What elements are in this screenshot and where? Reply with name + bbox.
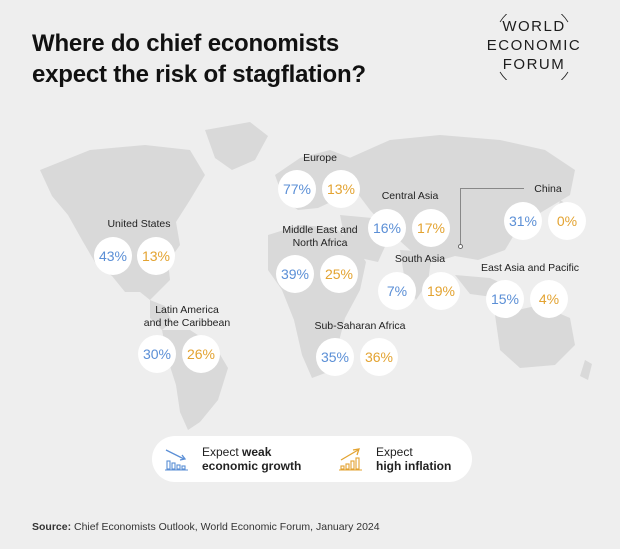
- central-asia-inflation-value: 17%: [412, 209, 450, 247]
- latam-inflation-value: 26%: [182, 335, 220, 373]
- region-label-united-states: United States: [107, 218, 171, 230]
- logo-line-3: FORUM: [502, 56, 566, 73]
- source-label: Source:: [32, 521, 72, 533]
- us-inflation-value: 13%: [137, 237, 175, 275]
- latam-label-line-1: Latin America: [155, 304, 219, 316]
- us-growth-value: 43%: [94, 237, 132, 275]
- europe-inflation-value: 13%: [322, 170, 360, 208]
- region-label-europe: Europe: [303, 152, 337, 164]
- declining-bar-chart-icon: [165, 449, 188, 471]
- logo-line-1: WORLD: [502, 18, 566, 35]
- south-asia-inflation-value: 19%: [422, 272, 460, 310]
- title-line-1: Where do chief economists: [32, 30, 340, 57]
- mena-label-line-1: Middle East and: [282, 224, 358, 236]
- east-asia-inflation-value: 4%: [530, 280, 568, 318]
- ssa-inflation-value: 36%: [360, 338, 398, 376]
- region-label-china: China: [534, 183, 562, 195]
- legend-inflation-text: Expect high inflation: [376, 445, 451, 473]
- region-label-middle-east: Middle East and North Africa: [270, 224, 370, 250]
- europe-growth-value: 77%: [278, 170, 316, 208]
- legend-growth-bold: weak: [242, 445, 272, 459]
- legend-growth-text: Expect weak economic growth: [202, 445, 301, 473]
- ssa-growth-value: 35%: [316, 338, 354, 376]
- mena-inflation-value: 25%: [320, 255, 358, 293]
- rising-bar-chart-icon: [339, 448, 362, 471]
- china-leader-line-horizontal: [460, 188, 524, 189]
- mena-growth-value: 39%: [276, 255, 314, 293]
- title-line-2: expect the risk of stagflation?: [32, 61, 366, 88]
- legend-inflation-line-1: Expect: [376, 445, 413, 459]
- source-text: Chief Economists Outlook, World Economic…: [71, 521, 380, 533]
- china-leader-line: [460, 188, 461, 246]
- wef-logo: WORLD ECONOMIC FORUM: [468, 14, 600, 88]
- legend-growth-line-2: economic growth: [202, 459, 302, 473]
- central-asia-growth-value: 16%: [368, 209, 406, 247]
- latam-label-line-2: and the Caribbean: [143, 317, 231, 329]
- china-inflation-value: 0%: [548, 202, 586, 240]
- region-label-east-asia-pacific: East Asia and Pacific: [480, 262, 580, 274]
- region-label-central-asia: Central Asia: [381, 190, 439, 202]
- source-note: Source: Chief Economists Outlook, World …: [32, 521, 380, 533]
- latam-growth-value: 30%: [138, 335, 176, 373]
- page-title: Where do chief economists expect the ris…: [32, 28, 432, 90]
- logo-arc-icon: [499, 14, 569, 80]
- legend-growth-prefix: Expect: [202, 445, 243, 459]
- east-asia-growth-value: 15%: [486, 280, 524, 318]
- region-label-south-asia: South Asia: [394, 253, 446, 265]
- region-label-latin-america: Latin America and the Caribbean: [132, 304, 242, 330]
- mena-label-line-2: North Africa: [292, 237, 348, 249]
- south-asia-growth-value: 7%: [378, 272, 416, 310]
- china-marker-dot: [458, 244, 463, 249]
- logo-line-2: ECONOMIC: [486, 37, 582, 54]
- legend-inflation-line-2: high inflation: [376, 459, 452, 473]
- china-growth-value: 31%: [504, 202, 542, 240]
- legend: Expect weak economic growth Expect high …: [152, 436, 472, 482]
- region-label-sub-saharan-africa: Sub-Saharan Africa: [314, 320, 406, 332]
